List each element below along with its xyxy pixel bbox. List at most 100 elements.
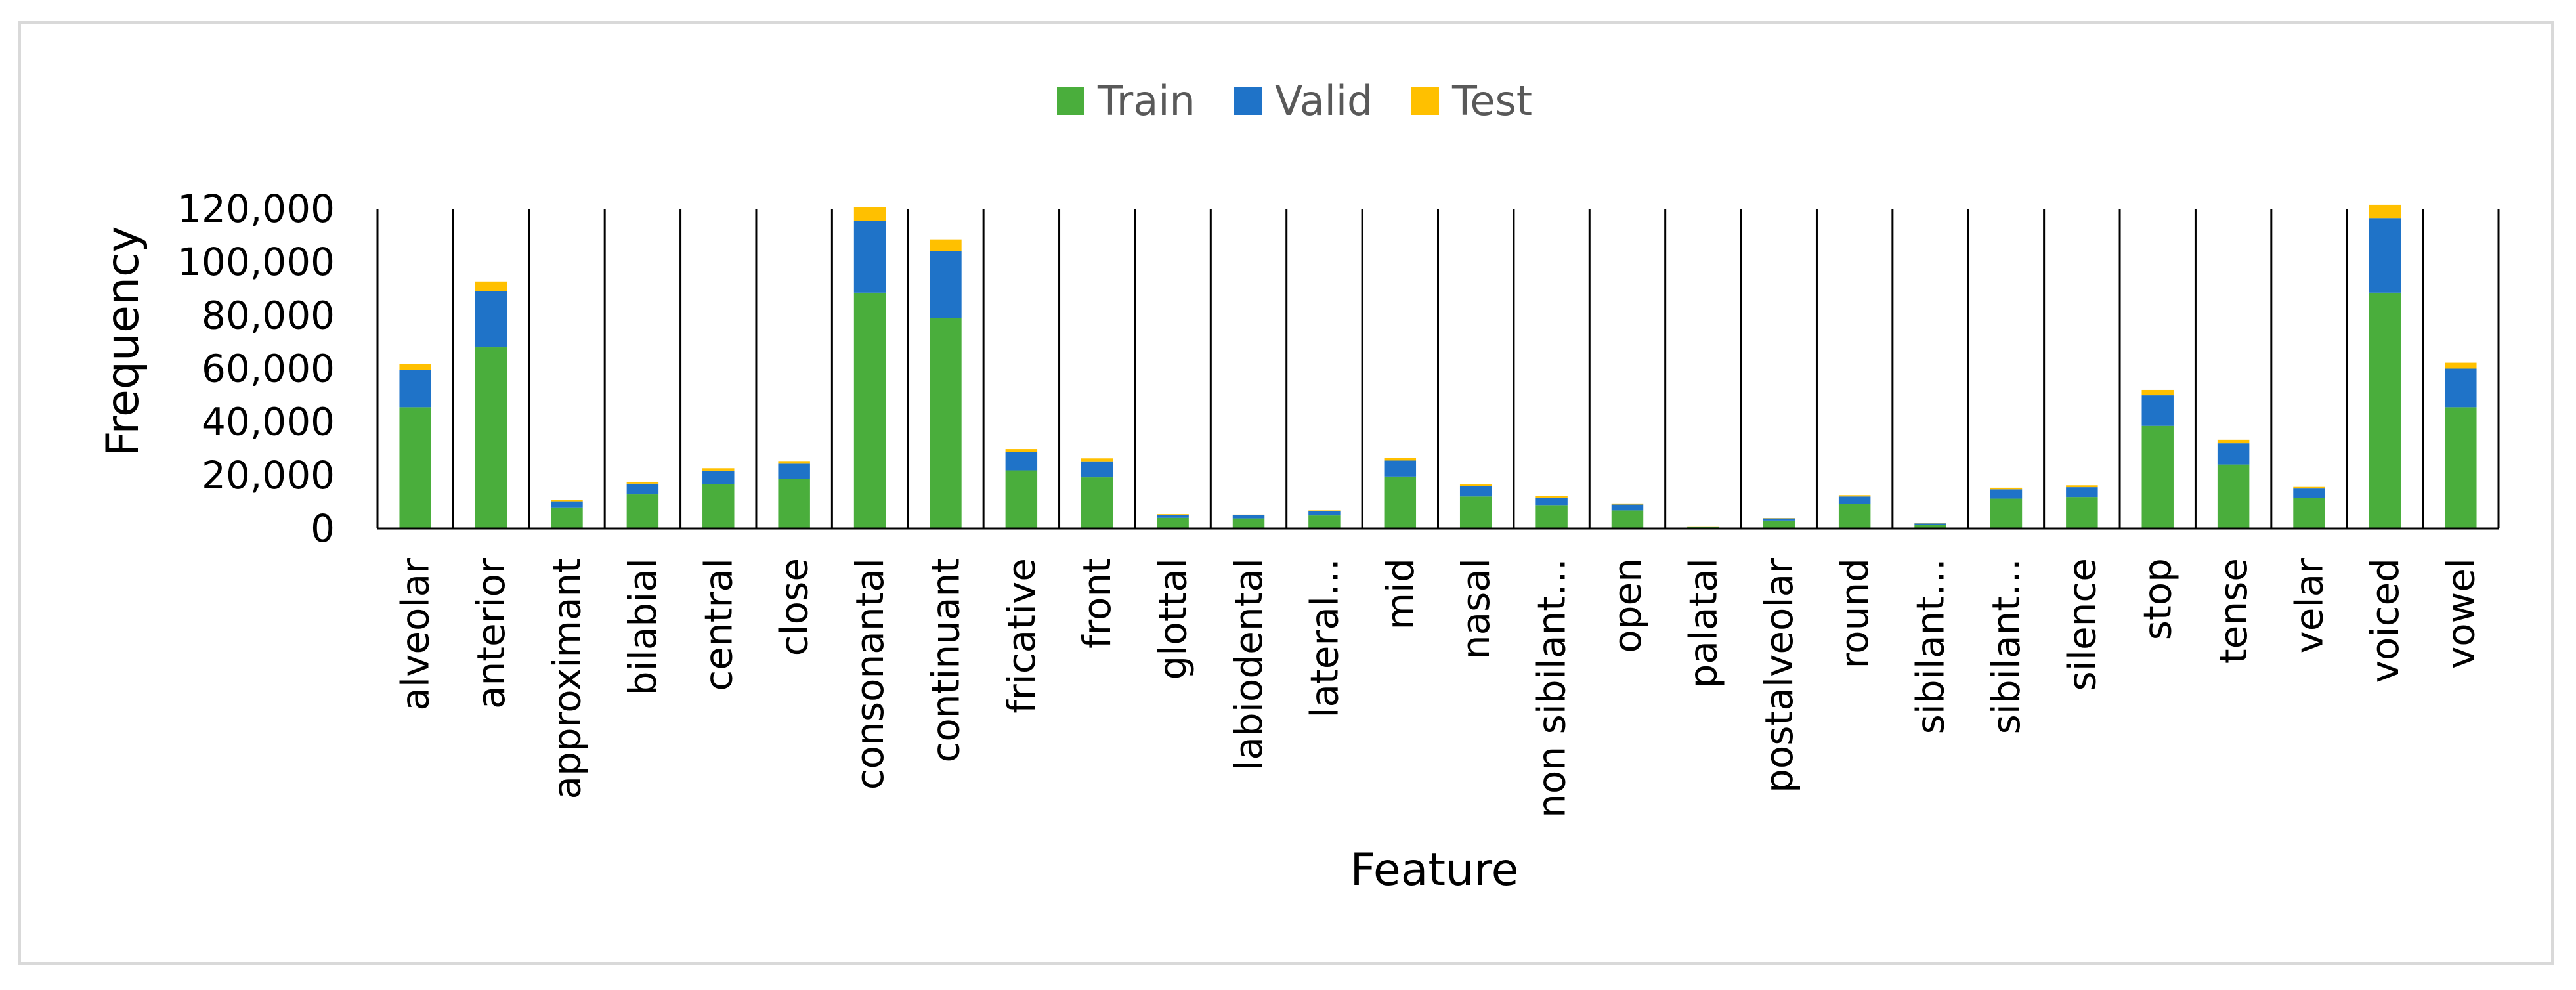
x-axis-title: Feature <box>1350 844 1519 896</box>
bar-test-0 <box>399 364 431 370</box>
bar-test-8 <box>1005 449 1038 452</box>
x-tick-label: round <box>1832 558 1877 668</box>
bar-train-1 <box>475 347 507 528</box>
x-tick-label: glottal <box>1151 558 1195 680</box>
bar-valid-2 <box>551 501 583 508</box>
y-axis: 0 20,000 40,000 60,000 80,000 100,000 120,000 <box>177 186 335 551</box>
x-tick-label: postalveolar <box>1757 558 1801 793</box>
bar-train-6 <box>853 292 886 528</box>
legend-swatch-test <box>1411 87 1439 115</box>
bar-train-12 <box>1308 515 1341 528</box>
bar-train-7 <box>930 318 962 528</box>
bar-valid-10 <box>1157 514 1189 518</box>
x-tick-label: nasal <box>1453 558 1498 659</box>
y-tick-label: 60,000 <box>202 347 335 391</box>
bar-test-10 <box>1157 514 1189 515</box>
bar-valid-22 <box>2066 487 2098 498</box>
bar-test-4 <box>702 468 735 471</box>
y-tick-label: 0 <box>311 506 335 551</box>
x-tick-label: bilabial <box>620 558 665 695</box>
bar-train-15 <box>1535 505 1568 528</box>
x-tick-label: tense <box>2211 558 2256 664</box>
bar-valid-4 <box>702 470 735 484</box>
bar-test-21 <box>1990 487 2023 490</box>
bar-valid-15 <box>1535 497 1568 506</box>
legend-label-train: Train <box>1097 77 1195 125</box>
bar-valid-12 <box>1308 511 1341 516</box>
bar-valid-0 <box>399 370 431 408</box>
bars <box>399 204 2477 528</box>
bar-valid-9 <box>1081 461 1113 478</box>
x-tick-label: mid <box>1378 558 1423 630</box>
y-tick-label: 100,000 <box>177 240 335 284</box>
bar-train-8 <box>1005 470 1038 528</box>
bar-valid-13 <box>1384 460 1417 477</box>
bar-test-1 <box>475 281 507 291</box>
bar-train-18 <box>1763 520 1795 528</box>
bar-test-25 <box>2293 486 2325 489</box>
bar-train-26 <box>2369 292 2401 528</box>
bar-valid-25 <box>2293 488 2325 498</box>
x-tick-label: non sibilant… <box>1530 558 1574 818</box>
bar-train-25 <box>2293 498 2325 528</box>
bar-train-11 <box>1232 518 1265 528</box>
bar-train-4 <box>702 484 735 528</box>
bar-valid-23 <box>2141 395 2174 426</box>
y-tick-label: 120,000 <box>177 186 335 231</box>
x-tick-label: voiced <box>2363 558 2407 683</box>
bar-test-7 <box>930 239 962 251</box>
y-tick-label: 40,000 <box>202 400 335 444</box>
bar-valid-3 <box>626 483 659 495</box>
bar-test-2 <box>551 500 583 502</box>
bar-valid-24 <box>2217 443 2250 465</box>
bar-valid-7 <box>930 251 962 318</box>
legend-label-valid: Valid <box>1275 77 1373 125</box>
bar-test-9 <box>1081 458 1113 462</box>
bar-test-19 <box>1838 495 1871 497</box>
bar-train-13 <box>1384 476 1417 528</box>
bar-valid-1 <box>475 291 507 348</box>
x-tick-label: stop <box>2136 558 2180 640</box>
x-tick-label: open <box>1605 558 1650 653</box>
x-axis: alveolar anterior approximant bilabial centr… <box>377 527 2499 818</box>
y-tick-label: 20,000 <box>202 453 335 498</box>
bar-train-9 <box>1081 477 1113 528</box>
legend-label-test: Test <box>1451 77 1532 125</box>
x-tick-label: front <box>1075 558 1119 649</box>
bar-test-5 <box>778 461 810 464</box>
x-tick-label: central <box>696 558 741 691</box>
bar-train-3 <box>626 494 659 528</box>
bar-valid-26 <box>2369 218 2401 293</box>
bar-valid-11 <box>1232 515 1265 519</box>
legend-swatch-valid <box>1234 87 1262 115</box>
x-tick-label: sibilant… <box>1908 558 1953 734</box>
bar-train-22 <box>2066 497 2098 528</box>
bar-train-0 <box>399 407 431 528</box>
bar-train-24 <box>2217 464 2250 528</box>
bar-valid-19 <box>1838 496 1871 504</box>
bar-test-27 <box>2445 362 2477 369</box>
bar-valid-20 <box>1914 523 1946 525</box>
bar-test-16 <box>1611 503 1644 505</box>
bar-valid-14 <box>1459 486 1492 497</box>
x-tick-label: lateral… <box>1302 558 1346 718</box>
x-tick-label: alveolar <box>393 558 438 711</box>
bar-valid-6 <box>853 221 886 293</box>
x-tick-label: palatal <box>1681 558 1725 688</box>
x-tick-label: vowel <box>2438 558 2483 669</box>
bar-train-23 <box>2141 425 2174 528</box>
bar-train-27 <box>2445 407 2477 528</box>
bar-test-12 <box>1308 510 1341 511</box>
bar-train-10 <box>1157 517 1189 528</box>
legend: Train Valid Test <box>1057 77 1532 125</box>
bar-valid-27 <box>2445 368 2477 408</box>
bar-test-6 <box>853 207 886 221</box>
bar-valid-5 <box>778 463 810 479</box>
bar-valid-16 <box>1611 504 1644 511</box>
x-tick-label: consonantal <box>848 558 892 790</box>
x-tick-label: anterior <box>469 558 513 709</box>
bar-valid-8 <box>1005 452 1038 471</box>
bar-train-16 <box>1611 510 1644 528</box>
bar-valid-18 <box>1763 518 1795 521</box>
